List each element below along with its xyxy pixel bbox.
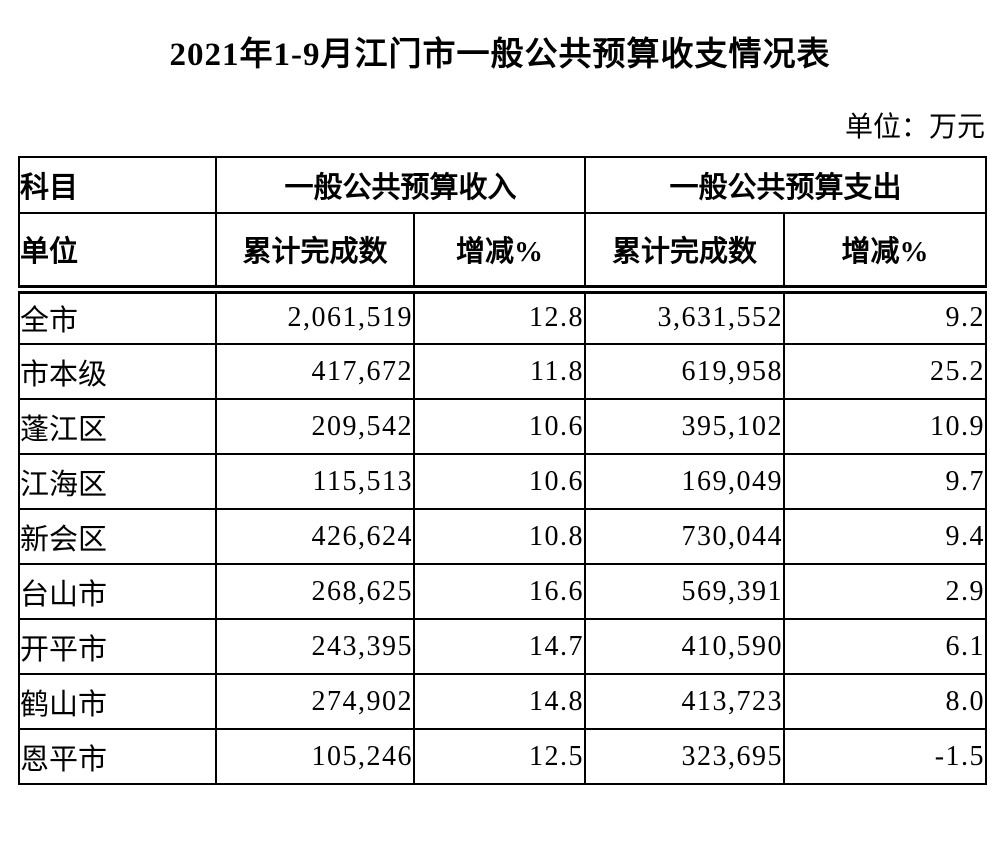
header-revenue-total: 累计完成数 <box>215 212 415 294</box>
page-title: 2021年1-9月江门市一般公共预算收支情况表 <box>169 37 831 73</box>
table-row: 开平市 243,395 14.7 410,590 6.1 <box>18 618 988 675</box>
value-cell: 9.7 <box>783 453 988 510</box>
value-cell: 6.1 <box>783 618 988 675</box>
unit-cell: 开平市 <box>18 618 217 675</box>
value-cell: 10.6 <box>412 453 587 510</box>
value-cell: 730,044 <box>584 508 786 565</box>
value-cell: 8.0 <box>783 673 988 730</box>
header-revenue-group: 一般公共预算收入 <box>214 156 587 214</box>
table-header: 科目 一般公共预算收入 一般公共预算支出 单位 累计完成数 增减% 累计完成数 … <box>18 156 988 294</box>
value-cell: 10.6 <box>412 398 587 455</box>
unit-cell: 江海区 <box>18 453 217 510</box>
value-cell: 413,723 <box>584 673 786 730</box>
header-subject: 科目 <box>18 156 217 214</box>
header-revenue-change: 增减% <box>412 212 587 294</box>
value-cell: 11.8 <box>412 343 587 400</box>
value-cell: 3,631,552 <box>584 288 786 345</box>
unit-cell: 市本级 <box>18 343 217 400</box>
value-cell: 209,542 <box>215 398 415 455</box>
value-cell: 14.7 <box>412 618 587 675</box>
value-cell: -1.5 <box>783 728 988 785</box>
budget-table: 科目 一般公共预算收入 一般公共预算支出 单位 累计完成数 增减% 累计完成数 … <box>18 156 988 785</box>
table-body: 全市 2,061,519 12.8 3,631,552 9.2 市本级 417,672 11.… <box>18 288 988 785</box>
value-cell: 16.6 <box>412 563 587 620</box>
value-cell: 268,625 <box>215 563 415 620</box>
value-cell: 115,513 <box>215 453 415 510</box>
unit-cell: 鹤山市 <box>18 673 217 730</box>
header-unit: 单位 <box>18 212 217 294</box>
table-row: 恩平市 105,246 12.5 323,695 -1.5 <box>18 728 988 785</box>
table-row: 江海区 115,513 10.6 169,049 9.7 <box>18 453 988 510</box>
header-expenditure-change: 增减% <box>783 212 988 294</box>
value-cell: 2.9 <box>783 563 988 620</box>
table-row: 市本级 417,672 11.8 619,958 25.2 <box>18 343 988 400</box>
table-row: 新会区 426,624 10.8 730,044 9.4 <box>18 508 988 565</box>
value-cell: 12.8 <box>412 288 587 345</box>
table-row: 鹤山市 274,902 14.8 413,723 8.0 <box>18 673 988 730</box>
value-cell: 10.9 <box>783 398 988 455</box>
value-cell: 243,395 <box>215 618 415 675</box>
value-cell: 426,624 <box>215 508 415 565</box>
value-cell: 410,590 <box>584 618 786 675</box>
value-cell: 14.8 <box>412 673 587 730</box>
value-cell: 569,391 <box>584 563 786 620</box>
value-cell: 12.5 <box>412 728 587 785</box>
value-cell: 395,102 <box>584 398 786 455</box>
unit-cell: 台山市 <box>18 563 217 620</box>
value-cell: 619,958 <box>584 343 786 400</box>
value-cell: 2,061,519 <box>215 288 415 345</box>
value-cell: 25.2 <box>783 343 988 400</box>
table-row: 蓬江区 209,542 10.6 395,102 10.9 <box>18 398 988 455</box>
header-expenditure-total: 累计完成数 <box>584 212 786 294</box>
value-cell: 274,902 <box>215 673 415 730</box>
value-cell: 169,049 <box>584 453 786 510</box>
unit-cell: 新会区 <box>18 508 217 565</box>
table-row: 台山市 268,625 16.6 569,391 2.9 <box>18 563 988 620</box>
value-cell: 105,246 <box>215 728 415 785</box>
unit-cell: 全市 <box>18 288 217 345</box>
value-cell: 323,695 <box>584 728 786 785</box>
value-cell: 10.8 <box>412 508 587 565</box>
value-cell: 9.2 <box>783 288 988 345</box>
header-expenditure-group: 一般公共预算支出 <box>584 156 988 214</box>
header-row-subject: 科目 一般公共预算收入 一般公共预算支出 <box>18 156 988 214</box>
header-row-columns: 单位 累计完成数 增减% 累计完成数 增减% <box>18 212 988 294</box>
unit-note: 单位：万元 <box>844 112 985 143</box>
value-cell: 9.4 <box>783 508 988 565</box>
unit-cell: 恩平市 <box>18 728 217 785</box>
value-cell: 417,672 <box>215 343 415 400</box>
table-row: 全市 2,061,519 12.8 3,631,552 9.2 <box>18 288 988 345</box>
unit-cell: 蓬江区 <box>18 398 217 455</box>
